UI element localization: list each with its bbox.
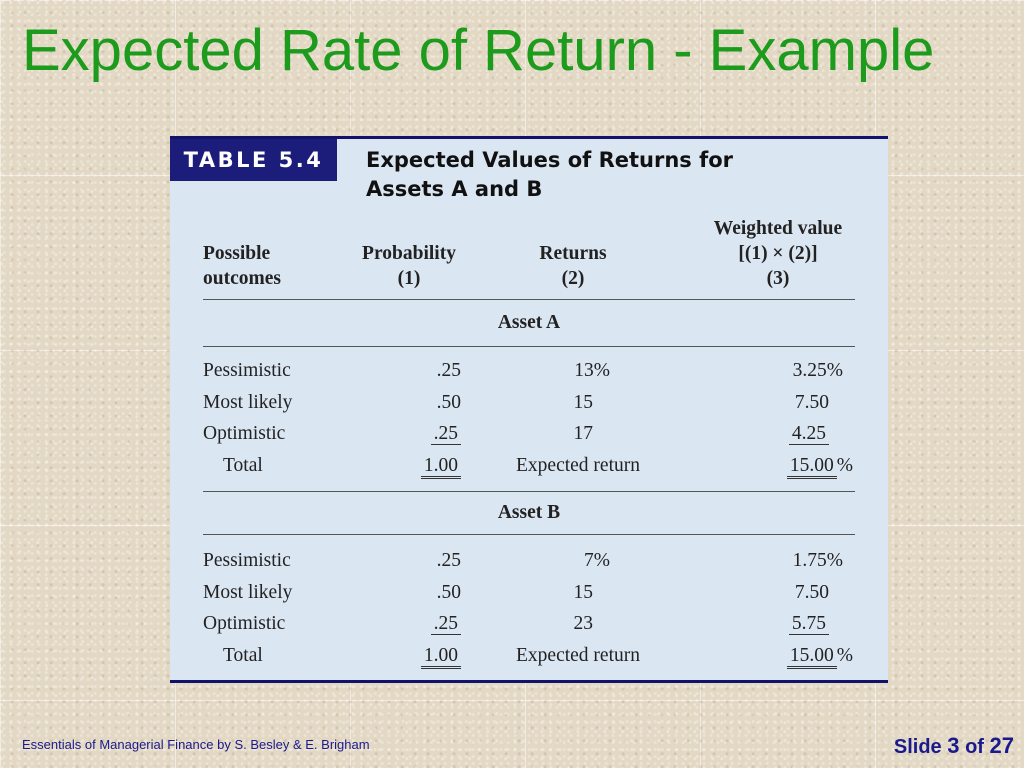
weighted-value: 5.75 [788, 613, 829, 635]
table-row: Most likely .50 15 7.50 [203, 387, 855, 419]
outcome-cell: Most likely [203, 581, 293, 603]
header-probability-line-1: Probability [362, 243, 456, 264]
header-returns: Returns (2) [513, 241, 633, 291]
probability-cell: .25 [436, 550, 461, 571]
header-possible-outcomes: Possible outcomes [203, 241, 281, 291]
probability-cell: .25 [436, 360, 461, 381]
table-number-tag: TABLE 5.4 [170, 139, 337, 181]
expected-values-table: Possible outcomes Probability (1) Return… [203, 218, 855, 672]
table-row: Most likely .50 15 7.50 [203, 577, 855, 609]
weighted-total-suffix: % [836, 644, 853, 666]
probability-cell: .50 [436, 581, 461, 603]
probability-total-cell: 1.00 [369, 640, 461, 672]
probability-value: .25 [430, 423, 461, 445]
probability-value: .25 [430, 613, 461, 635]
returns-cell: 15 [573, 391, 594, 413]
header-returns-line-1: Returns [539, 243, 607, 264]
footer-citation: Essentials of Managerial Finance by S. B… [22, 737, 370, 752]
weighted-cell: 1.75% [792, 550, 843, 571]
returns-cell: 23 [573, 613, 594, 634]
table-5-4: TABLE 5.4 Expected Values of Returns for… [170, 136, 888, 683]
probability-cell: .25 [369, 608, 461, 640]
outcome-cell: Most likely [203, 391, 293, 413]
outcome-cell: Optimistic [203, 613, 286, 634]
weighted-total-cell: 15.00% [733, 450, 853, 482]
weighted-cell: 5.75 [733, 608, 829, 640]
expected-return-label: Expected return [516, 644, 640, 666]
total-slides: 27 [989, 733, 1014, 758]
weighted-value: 4.25 [788, 423, 829, 445]
table-total-row: Total 1.00 Expected return 15.00% [203, 640, 855, 672]
probability-total-value: 1.00 [420, 454, 461, 479]
header-returns-line-2: (2) [561, 268, 585, 289]
outcome-cell: Pessimistic [203, 550, 291, 571]
header-outcomes-line-2: outcomes [203, 268, 281, 289]
probability-cell: .25 [369, 418, 461, 450]
weighted-cell: 7.50 [794, 581, 829, 603]
table-row: Pessimistic .25 7% 1.75% [203, 545, 855, 577]
weighted-cell: 3.25% [792, 360, 843, 381]
returns-cell: 13% [574, 360, 610, 381]
header-weighted-line-3: (3) [766, 268, 790, 289]
weighted-cell: 4.25 [733, 418, 829, 450]
weighted-total-value: 15.00 [786, 644, 837, 669]
table-heading-line-1: Expected Values of Returns for [366, 148, 734, 172]
slide-title: Expected Rate of Return - Example [22, 18, 935, 83]
weighted-cell: 7.50 [794, 391, 829, 413]
total-label: Total [223, 644, 263, 666]
probability-total-cell: 1.00 [369, 450, 461, 482]
section-heading-asset-b: Asset B [203, 492, 855, 535]
header-outcomes-line-1: Possible [203, 243, 271, 264]
header-probability-line-2: (1) [397, 268, 421, 289]
section-divider [203, 481, 855, 492]
column-headers: Possible outcomes Probability (1) Return… [203, 218, 855, 300]
table-heading: Expected Values of Returns for Assets A … [366, 146, 866, 204]
returns-cell: 7% [584, 550, 610, 571]
expected-return-label: Expected return [516, 454, 640, 476]
slide-counter: Slide 3 of 27 [894, 733, 1014, 759]
header-weighted-line-1: Weighted value [713, 218, 843, 239]
of-label: of [965, 736, 984, 758]
outcome-cell: Pessimistic [203, 360, 291, 381]
header-weighted-line-2: [(1) × (2)] [738, 243, 818, 264]
slide-label: Slide [893, 736, 942, 758]
table-row: Optimistic .25 23 5.75 [203, 608, 855, 640]
total-label: Total [223, 454, 263, 476]
table-row: Optimistic .25 17 4.25 [203, 418, 855, 450]
weighted-total-value: 15.00 [786, 454, 837, 479]
probability-total-value: 1.00 [420, 644, 461, 669]
weighted-total-suffix: % [836, 454, 853, 476]
slide-number: 3 [947, 733, 960, 758]
header-weighted-value: Weighted value [(1) × (2)] (3) [693, 216, 863, 291]
section-heading-asset-a: Asset A [203, 300, 855, 347]
returns-cell: 17 [573, 423, 594, 444]
table-row: Pessimistic .25 13% 3.25% [203, 355, 855, 387]
outcome-cell: Optimistic [203, 423, 286, 444]
probability-cell: .50 [436, 391, 461, 413]
header-probability: Probability (1) [349, 241, 469, 291]
weighted-total-cell: 15.00% [733, 640, 853, 672]
table-heading-line-2: Assets A and B [366, 177, 543, 201]
returns-cell: 15 [573, 581, 594, 603]
table-total-row: Total 1.00 Expected return 15.00% [203, 450, 855, 482]
